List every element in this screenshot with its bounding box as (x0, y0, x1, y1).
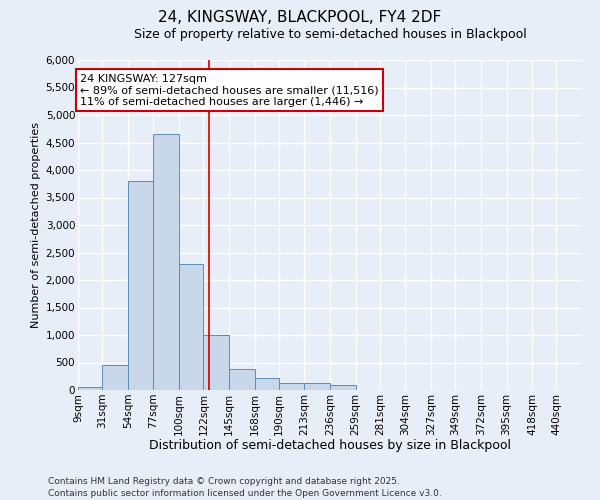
Text: Contains HM Land Registry data © Crown copyright and database right 2025.
Contai: Contains HM Land Registry data © Crown c… (48, 476, 442, 498)
Bar (154, 134, 179, 390)
Bar (103, 365, 128, 390)
Bar (229, 369, 254, 390)
Bar (203, 335, 229, 390)
Bar (304, 384, 330, 390)
Bar (179, 264, 203, 390)
Bar (78, 387, 103, 390)
Bar (279, 384, 304, 390)
Y-axis label: Number of semi-detached properties: Number of semi-detached properties (31, 122, 41, 328)
Text: 24 KINGSWAY: 127sqm
← 89% of semi-detached houses are smaller (11,516)
11% of se: 24 KINGSWAY: 127sqm ← 89% of semi-detach… (80, 74, 379, 107)
Bar (330, 384, 356, 390)
X-axis label: Distribution of semi-detached houses by size in Blackpool: Distribution of semi-detached houses by … (149, 439, 511, 452)
Bar (128, 181, 154, 390)
Title: Size of property relative to semi-detached houses in Blackpool: Size of property relative to semi-detach… (134, 28, 526, 41)
Bar (254, 378, 279, 390)
Text: 24, KINGSWAY, BLACKPOOL, FY4 2DF: 24, KINGSWAY, BLACKPOOL, FY4 2DF (158, 10, 442, 25)
